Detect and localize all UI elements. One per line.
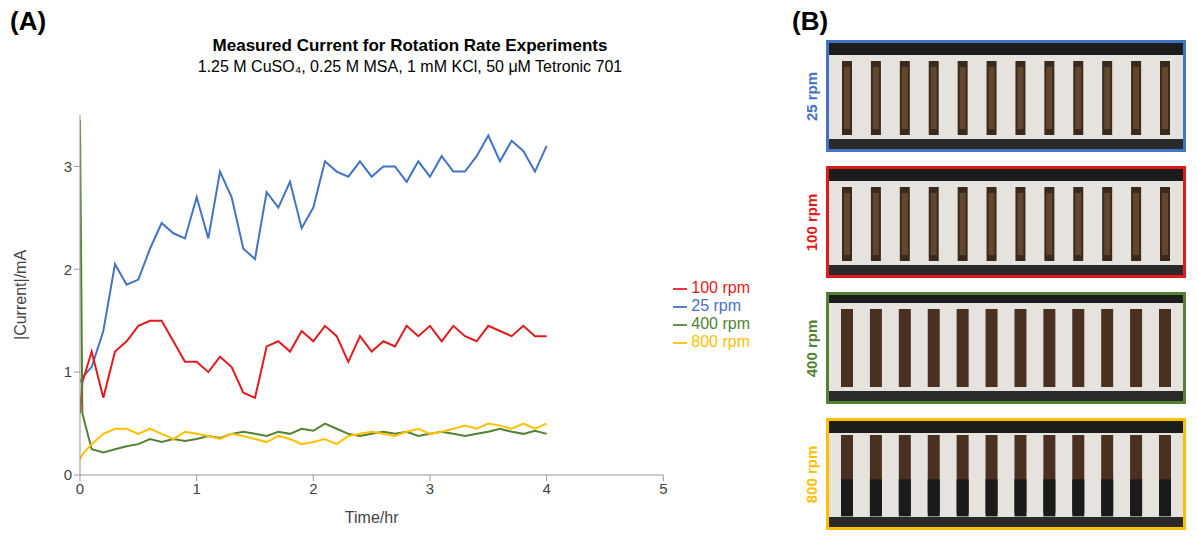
html-text:25 rpm: 25 rpm: [691, 297, 742, 314]
html-text:800 rpm: 800 rpm: [691, 333, 750, 350]
html-text:1.25 M CuSO₄, 0.25 M MSA, 1 mM: 1.25 M CuSO₄, 0.25 M MSA, 1 mM KCl, 50 μ…: [197, 58, 623, 75]
svg-text:2: 2: [64, 261, 72, 278]
svg-text:|Current|/mA: |Current|/mA: [12, 250, 29, 340]
svg-text:1: 1: [64, 363, 72, 380]
svg-text:3: 3: [426, 480, 434, 497]
html-text:100 rpm: 100 rpm: [691, 279, 750, 296]
html-text:Measured Current for Rotation: Measured Current for Rotation Rate Exper…: [212, 36, 608, 55]
svg-text:4: 4: [542, 480, 550, 497]
html-text:100 rpm: 100 rpm: [803, 193, 821, 251]
html-text:(A): (A): [10, 6, 47, 36]
svg-text:2: 2: [309, 480, 317, 497]
svg-text:Time/hr: Time/hr: [345, 509, 399, 526]
html-text:400 rpm: 400 rpm: [803, 319, 821, 377]
svg-text:0: 0: [76, 480, 84, 497]
svg-text:5: 5: [659, 480, 667, 497]
svg-text:3: 3: [64, 158, 72, 175]
html-text:800 rpm: 800 rpm: [803, 445, 821, 503]
html-text:(B): (B): [792, 6, 829, 36]
svg-text:0: 0: [64, 466, 72, 483]
html-text:25 rpm: 25 rpm: [803, 71, 821, 121]
html-text:400 rpm: 400 rpm: [691, 315, 750, 332]
svg-text:1: 1: [192, 480, 200, 497]
